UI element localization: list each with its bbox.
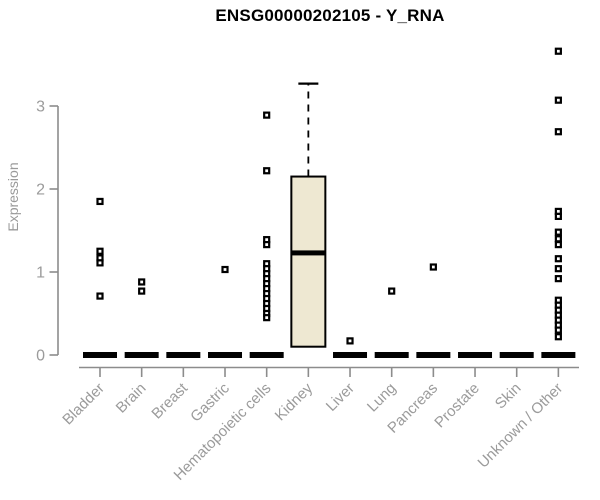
outlier-point <box>96 247 104 255</box>
median-line <box>291 250 326 256</box>
chart-title: ENSG00000202105 - Y_RNA <box>215 6 445 25</box>
x-category-label: Prostate <box>431 380 483 432</box>
outlier-point <box>138 278 146 286</box>
outlier-point <box>554 333 562 341</box>
zero-box-dash <box>333 352 368 358</box>
outlier-point <box>96 292 104 300</box>
zero-box-dash <box>208 352 243 358</box>
zero-box-dash <box>374 352 409 358</box>
y-tick-label: 2 <box>36 182 45 199</box>
outlier-point <box>554 241 562 249</box>
y-tick-label: 0 <box>36 348 45 365</box>
x-category-label: Liver <box>323 380 358 415</box>
outlier-point <box>554 265 562 273</box>
zero-box-dash <box>166 352 201 358</box>
zero-box-dash <box>458 352 493 358</box>
zero-box-dash <box>83 352 117 358</box>
x-category-label: Bladder <box>59 380 108 429</box>
outlier-point <box>221 265 229 274</box>
outlier-point <box>263 111 271 119</box>
x-category-label: Lung <box>364 380 400 416</box>
outlier-point <box>554 228 562 236</box>
outlier-point <box>554 128 562 136</box>
outlier-point <box>554 275 562 283</box>
outlier-point <box>388 287 396 295</box>
y-tick-label: 3 <box>36 99 45 116</box>
box <box>290 175 327 348</box>
x-category-label: Kidney <box>272 379 317 424</box>
zero-box-dash <box>416 352 451 358</box>
outlier-point <box>554 255 562 263</box>
outlier-point <box>554 235 562 243</box>
x-category-label: Skin <box>492 380 525 413</box>
outlier-point <box>263 167 271 175</box>
outlier-point <box>263 314 271 322</box>
outlier-point <box>554 96 562 104</box>
outlier-point <box>263 241 271 249</box>
outlier-point <box>554 326 562 334</box>
outlier-point <box>554 47 562 55</box>
outlier-point <box>429 263 437 271</box>
outlier-point <box>554 212 562 220</box>
outlier-point <box>346 337 354 345</box>
outlier-point <box>96 259 104 267</box>
outlier-point <box>138 287 146 295</box>
x-category-label: Brain <box>113 380 150 417</box>
y-tick-label: 1 <box>36 265 45 282</box>
zero-box-dash <box>541 352 576 358</box>
x-category-label: Breast <box>148 379 191 422</box>
outlier-point <box>96 197 104 206</box>
zero-box-dash <box>499 352 534 358</box>
zero-box-dash <box>124 352 159 358</box>
zero-box-dash <box>249 352 284 358</box>
